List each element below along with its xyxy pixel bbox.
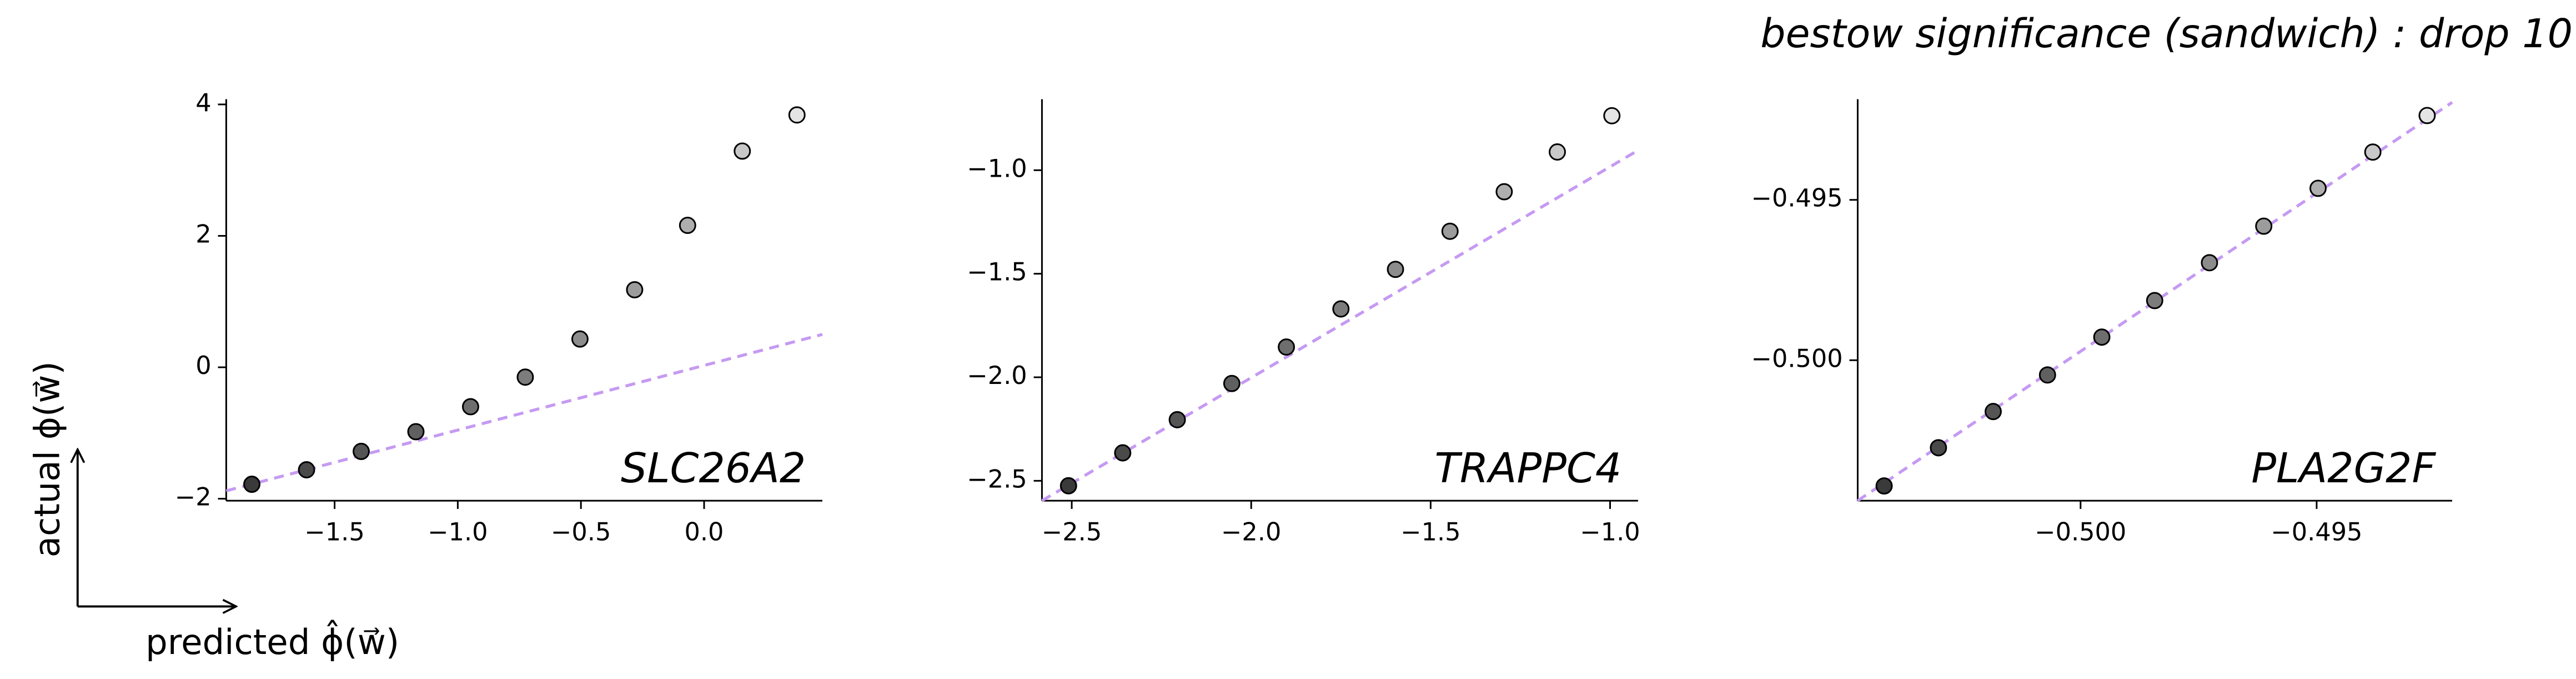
y-tick-label: −1.5 [967, 258, 1027, 287]
point [461, 398, 479, 416]
x-tick-label: −1.5 [1400, 518, 1460, 547]
y-tick-label: 4 [195, 88, 211, 117]
point [1168, 411, 1186, 428]
x-tick-label: −2.0 [1221, 518, 1281, 547]
point [407, 423, 425, 441]
x-tick-label: −1.5 [304, 518, 364, 547]
point [1549, 143, 1566, 161]
y-tick-label: −2 [175, 483, 212, 512]
point [2201, 254, 2218, 272]
y-tick-label: −2.0 [967, 361, 1027, 390]
point [1603, 107, 1621, 124]
reference-line [1856, 101, 2453, 502]
point [1930, 439, 1947, 457]
point [1114, 444, 1132, 462]
point [2038, 366, 2056, 384]
y-axis-label: actual ϕ(w⃗) [27, 361, 67, 557]
point [1059, 477, 1077, 495]
x-tick-label: −0.495 [2271, 518, 2362, 547]
point [571, 330, 589, 348]
panel-label: SLC26A2 [621, 444, 806, 492]
point [1278, 338, 1295, 356]
point [2146, 292, 2163, 309]
x-tick-label: −1.0 [1580, 518, 1640, 547]
point [2309, 179, 2327, 197]
y-tick-label: −0.500 [1751, 344, 1843, 373]
y-tick-label: 0 [195, 351, 211, 380]
point [2255, 217, 2273, 235]
point [2418, 107, 2436, 124]
x-tick-label: 0.0 [685, 518, 724, 547]
point [1223, 375, 1241, 392]
panel-label: TRAPPC4 [1434, 444, 1621, 492]
point [788, 106, 806, 124]
y-tick-label: −1.0 [967, 154, 1027, 183]
point [1495, 183, 1513, 201]
point [1441, 222, 1459, 240]
point [243, 476, 260, 493]
point [1332, 300, 1350, 318]
x-axis-label: predicted ϕ̂(w⃗) [145, 620, 399, 662]
point [626, 281, 644, 298]
point [2093, 328, 2111, 346]
panel-label: PLA2G2F [2251, 444, 2436, 492]
y-tick-label: 2 [195, 219, 211, 248]
point [516, 368, 534, 386]
point [1875, 477, 1893, 495]
point [1985, 403, 2002, 421]
point [679, 217, 696, 234]
point [353, 442, 370, 460]
y-tick-label: −0.495 [1751, 184, 1843, 213]
x-tick-label: −1.0 [428, 518, 488, 547]
x-tick-label: −0.5 [551, 518, 611, 547]
figure-title: bestow significance (sandwich) : drop 10 [1760, 11, 2573, 57]
point [2364, 143, 2382, 161]
point [298, 461, 315, 478]
reference-line [225, 333, 823, 492]
point [1387, 261, 1404, 278]
x-tick-label: −0.500 [2035, 518, 2126, 547]
y-tick-label: −2.5 [967, 465, 1027, 493]
x-tick-label: −2.5 [1042, 518, 1102, 547]
point [734, 142, 751, 160]
